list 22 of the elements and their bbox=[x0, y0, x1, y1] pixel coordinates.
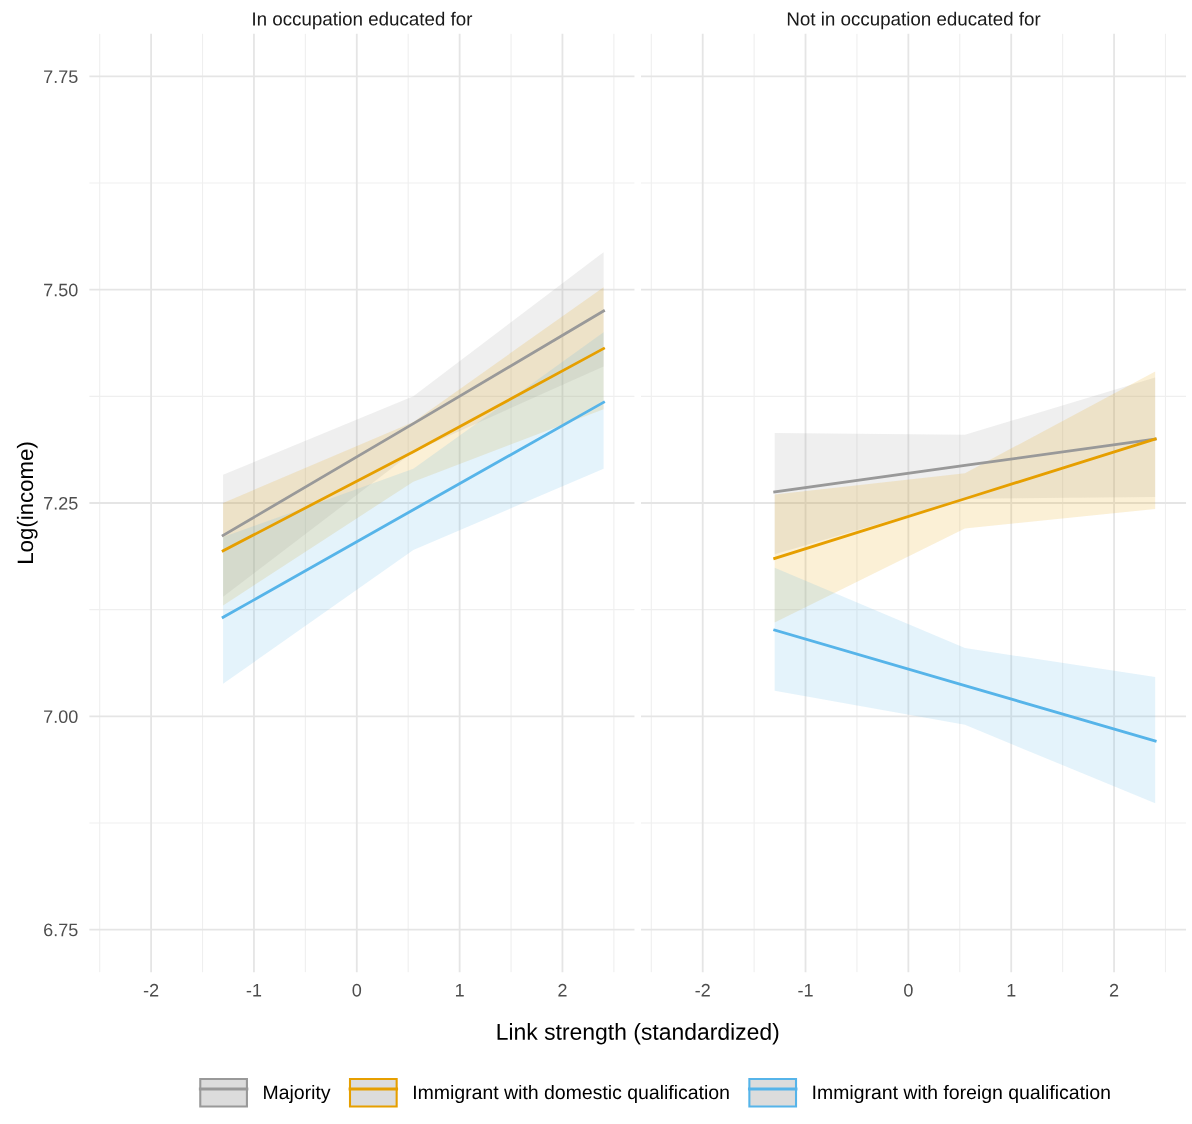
x-tick-label: -2 bbox=[695, 983, 710, 997]
x-tick-label: 2 bbox=[1109, 983, 1119, 997]
x-tick-label: 0 bbox=[904, 983, 913, 997]
x-tick-label: -1 bbox=[246, 984, 262, 997]
x-tick-label: -2 bbox=[143, 983, 159, 997]
x-tick-label: 0 bbox=[352, 983, 362, 997]
y-tick-label: 7.75 bbox=[44, 70, 78, 84]
chart-title: In occupation educated for bbox=[253, 11, 473, 30]
y-tick-label: 7.25 bbox=[44, 496, 78, 510]
y-axis-title: Log(income) bbox=[16, 442, 38, 563]
legend-label: Immigrant with domestic qualification bbox=[414, 1084, 729, 1104]
y-tick-label: 6.75 bbox=[44, 923, 78, 937]
legend-label: Majority bbox=[264, 1084, 331, 1104]
x-tick-label: 1 bbox=[1007, 984, 1016, 997]
legend-label: Immigrant with foreign qualification bbox=[813, 1084, 1110, 1104]
x-tick-label: -1 bbox=[798, 984, 813, 997]
y-tick-label: 7.50 bbox=[44, 283, 78, 297]
y-tick-label: 7.00 bbox=[44, 710, 78, 724]
x-axis-title: Link strength (standardized) bbox=[497, 1023, 779, 1045]
chart-title: Not in occupation educated for bbox=[787, 11, 1041, 30]
x-tick-label: 2 bbox=[558, 983, 567, 997]
x-tick-label: 1 bbox=[455, 984, 464, 997]
